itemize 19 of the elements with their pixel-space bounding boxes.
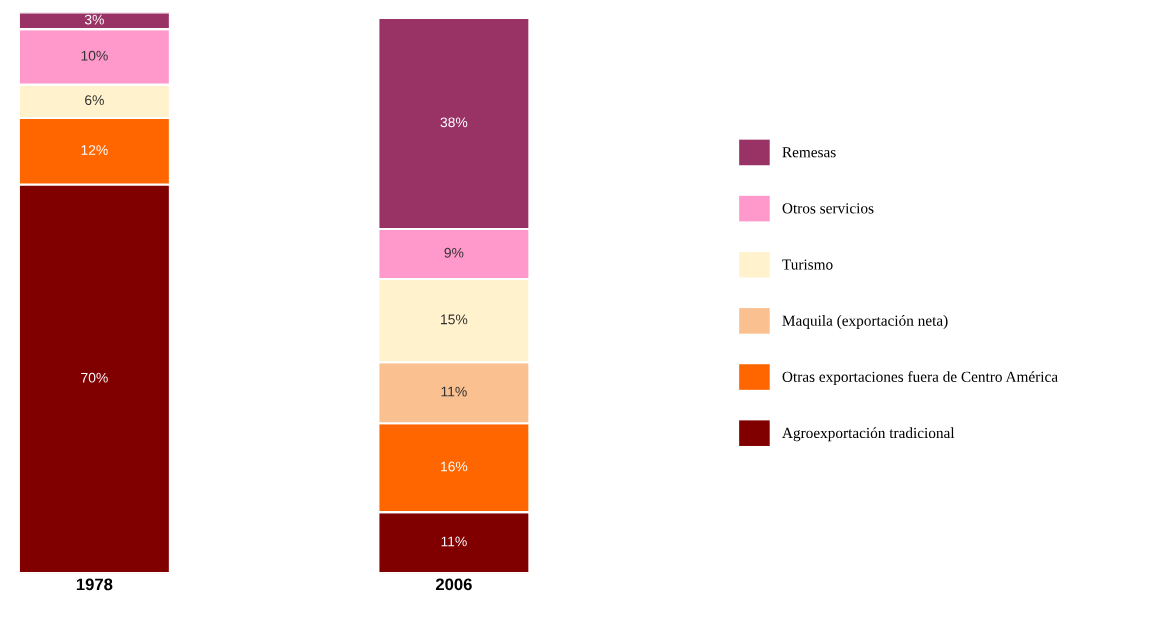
data-label: 9% [444, 247, 464, 258]
legend-label: Turismo [782, 259, 833, 270]
legend-label: Agroexportación tradicional [782, 427, 955, 442]
data-label: 11% [441, 536, 467, 547]
legend-label: Maquila (exportación neta) [782, 315, 948, 329]
legend-label: Otros servicios [782, 203, 874, 214]
data-label: 70% [81, 372, 108, 383]
data-label: 6% [85, 95, 104, 106]
data-label: 16% [441, 461, 468, 472]
data-label: 11% [441, 386, 467, 397]
legend-label: Remesas [782, 147, 836, 158]
data-label: 15% [441, 314, 468, 325]
x-tick-label: 2006 [435, 578, 472, 591]
legend-label: Otras exportaciones fuera de Centro América [782, 371, 1058, 386]
data-label: 10% [81, 50, 108, 61]
x-tick-label: 1978 [76, 578, 113, 591]
data-label: 3% [84, 14, 104, 25]
data-label: 12% [81, 145, 108, 155]
data-label: 38% [440, 117, 468, 128]
